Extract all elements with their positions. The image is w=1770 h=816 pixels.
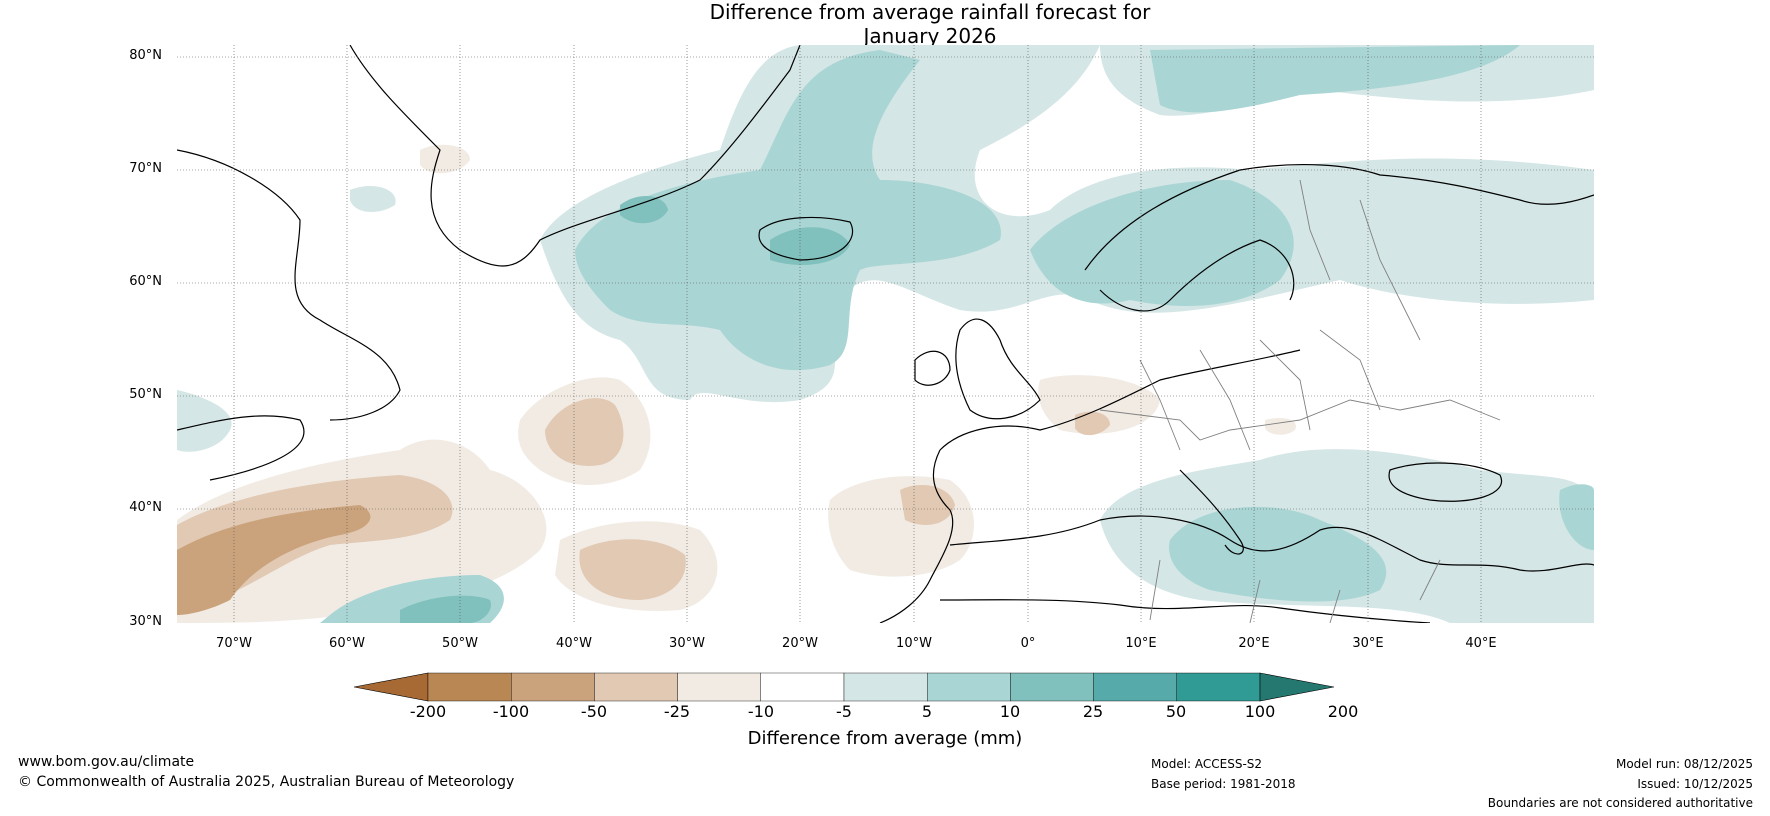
lon-label-20e: 20°E	[1238, 636, 1270, 651]
footer-issued: Issued: 10/12/2025	[1637, 777, 1753, 791]
ireland-coast	[914, 350, 951, 386]
dry-region-france	[1038, 375, 1160, 434]
colorbar-segment	[511, 672, 595, 702]
lon-label-10w: 10°W	[896, 636, 932, 651]
greenland-coast	[349, 45, 801, 267]
colorbar-tick: 100	[1244, 702, 1276, 721]
lon-label-0: 0°	[1020, 636, 1036, 651]
wet-region-labrador	[177, 390, 232, 452]
footer-base-period: Base period: 1981-2018	[1151, 777, 1296, 791]
coastlines	[177, 45, 1594, 623]
footer-website: www.bom.gov.au/climate	[18, 754, 195, 770]
dry-region-central-atlantic-core	[545, 398, 624, 466]
dry-region-sw-atlantic-core	[177, 505, 371, 615]
wet-region-iceland-strong	[575, 50, 1001, 371]
lon-label-30e: 30°E	[1352, 636, 1384, 651]
colorbar-tick: 200	[1327, 702, 1359, 721]
lon-label-20w: 20°W	[782, 636, 818, 651]
map-title: Difference from average rainfall forecas…	[0, 0, 1770, 48]
dry-region-north-atlantic-small	[420, 144, 470, 174]
title-line-1: Difference from average rainfall forecas…	[709, 0, 1151, 24]
lat-label-70n: 70°N	[129, 161, 162, 176]
lon-label-10e: 10°E	[1125, 636, 1157, 651]
colorbar-tick: -25	[663, 702, 691, 721]
iceland-coast	[758, 216, 854, 261]
lat-label-50n: 50°N	[129, 387, 162, 402]
mediterranean-coast	[949, 515, 1594, 572]
colorbar-label: Difference from average (mm)	[747, 728, 1023, 749]
lon-label-70w: 70°W	[216, 636, 252, 651]
colorbar-segment	[927, 672, 1011, 702]
labrador-coast	[177, 415, 305, 481]
graticule	[177, 45, 1594, 623]
colorbar-tick: -10	[747, 702, 775, 721]
footer-model: Model: ACCESS-S2	[1151, 757, 1263, 771]
wet-region-svalbard-strong	[1150, 45, 1520, 113]
title-line-2: January 2026	[863, 24, 997, 48]
wet-region-sw-patch-core	[400, 595, 491, 623]
lat-label-30n: 30°N	[129, 614, 162, 629]
baffin-coast	[177, 149, 401, 421]
colorbar-tick: -5	[836, 702, 852, 721]
wet-region-norway	[1030, 180, 1294, 306]
europe-coast	[879, 349, 1301, 623]
lon-label-40w: 40°W	[556, 636, 592, 651]
colorbar-segment	[1176, 672, 1261, 702]
wet-region-denmark-strait	[620, 195, 668, 224]
colorbar-tick: -200	[409, 702, 447, 721]
colorbar-tick: 25	[1082, 702, 1104, 721]
colorbar-tick: 5	[921, 702, 933, 721]
wet-region-east	[1559, 484, 1594, 550]
rainfall-anomaly-layer	[177, 45, 1594, 623]
british-isles-coast	[955, 318, 1041, 420]
lat-label-40n: 40°N	[129, 500, 162, 515]
colorbar-tick: -100	[492, 702, 530, 721]
dry-region-france-core	[1075, 411, 1110, 436]
dry-region-east-small	[1265, 418, 1296, 435]
colorbar	[353, 672, 1335, 702]
colorbar-extension-high	[1259, 672, 1335, 702]
lat-label-80n: 80°N	[129, 48, 162, 63]
colorbar-segment	[1010, 672, 1094, 702]
colorbar-segment	[843, 672, 928, 702]
colorbar-segment	[1093, 672, 1177, 702]
footer-copyright: © Commonwealth of Australia 2025, Austra…	[18, 774, 515, 790]
lon-label-50w: 50°W	[442, 636, 478, 651]
lon-label-30w: 30°W	[669, 636, 705, 651]
dry-region-azores-core	[579, 539, 686, 600]
country-borders	[1099, 179, 1501, 623]
colorbar-extension-low	[353, 672, 429, 702]
wet-region-ionian	[1169, 506, 1387, 602]
footer-model-run: Model run: 08/12/2025	[1615, 757, 1753, 771]
colorbar-tick: 10	[999, 702, 1021, 721]
wet-region-greenland-west	[350, 185, 396, 212]
italy-coast	[1179, 469, 1244, 555]
colorbar-segment	[427, 672, 512, 702]
footer-disclaimer: Boundaries are not considered authoritat…	[1487, 796, 1753, 810]
lon-label-60w: 60°W	[329, 636, 365, 651]
colorbar-tick: 50	[1165, 702, 1187, 721]
lat-label-60n: 60°N	[129, 274, 162, 289]
colorbar-tick: -50	[580, 702, 608, 721]
colorbar-segment	[677, 672, 761, 702]
lon-label-40e: 40°E	[1465, 636, 1497, 651]
colorbar-segment	[594, 672, 678, 702]
black-sea-coast	[1388, 462, 1503, 502]
africa-coast	[939, 599, 1431, 623]
colorbar-segment	[760, 672, 845, 702]
